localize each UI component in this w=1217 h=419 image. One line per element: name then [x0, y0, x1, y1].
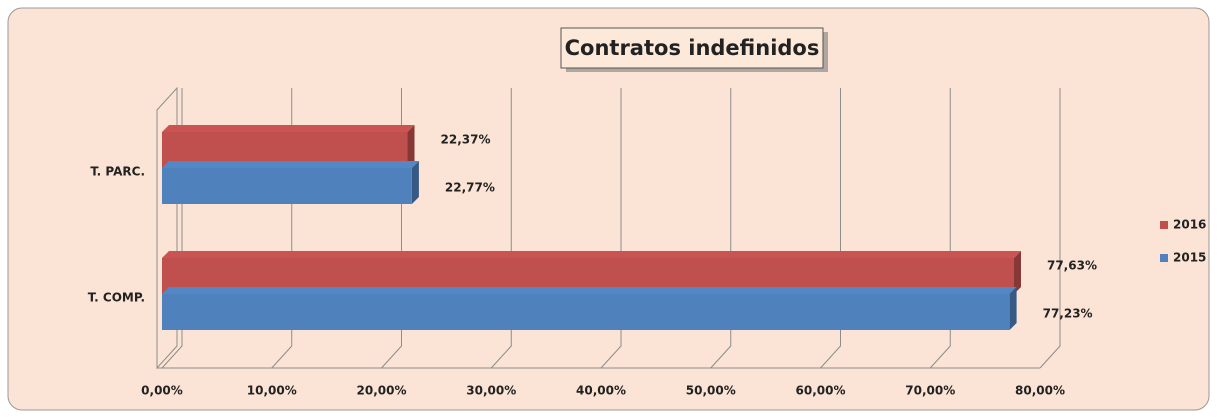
grid-line: [820, 88, 841, 369]
x-tick-label: 70,00%: [905, 384, 955, 398]
x-tick-label: 60,00%: [796, 384, 846, 398]
bar-top: [162, 251, 1021, 258]
bar-side: [1013, 251, 1021, 294]
bar-top: [162, 287, 1017, 294]
grid-line: [600, 88, 622, 369]
data-label: 22,77%: [445, 181, 495, 195]
x-tick-label: 10,00%: [247, 384, 297, 398]
bar: [162, 168, 412, 204]
bar-top: [162, 161, 419, 168]
bar-side: [411, 161, 419, 204]
legend-label: 2015: [1173, 251, 1206, 265]
chart-title: Contratos indefinidos: [565, 36, 820, 60]
grid-line: [929, 88, 951, 369]
legend-swatch: [1160, 221, 1168, 229]
x-tick-label: 80,00%: [1015, 384, 1065, 398]
y-tick-label: T. COMP.: [88, 291, 145, 305]
x-tick-label: 50,00%: [686, 384, 736, 398]
x-tick-label: 0,00%: [141, 384, 183, 398]
bar-top: [162, 125, 415, 132]
bar-side: [1009, 287, 1017, 330]
data-label: 77,23%: [1043, 307, 1093, 321]
x-tick-label: 20,00%: [357, 384, 407, 398]
x-tick-label: 30,00%: [466, 384, 516, 398]
grid-line: [490, 88, 512, 369]
data-label: 22,37%: [441, 133, 491, 147]
data-label: 77,63%: [1047, 259, 1097, 273]
bar: [162, 294, 1010, 330]
legend-label: 2016: [1173, 218, 1206, 232]
grid-line: [710, 88, 732, 369]
title-box: [560, 27, 824, 69]
grid-line: [1039, 88, 1061, 369]
y-tick-label: T. PARC.: [90, 165, 145, 179]
x-tick-label: 40,00%: [576, 384, 626, 398]
legend-swatch: [1160, 254, 1168, 262]
bar-side: [407, 125, 415, 168]
